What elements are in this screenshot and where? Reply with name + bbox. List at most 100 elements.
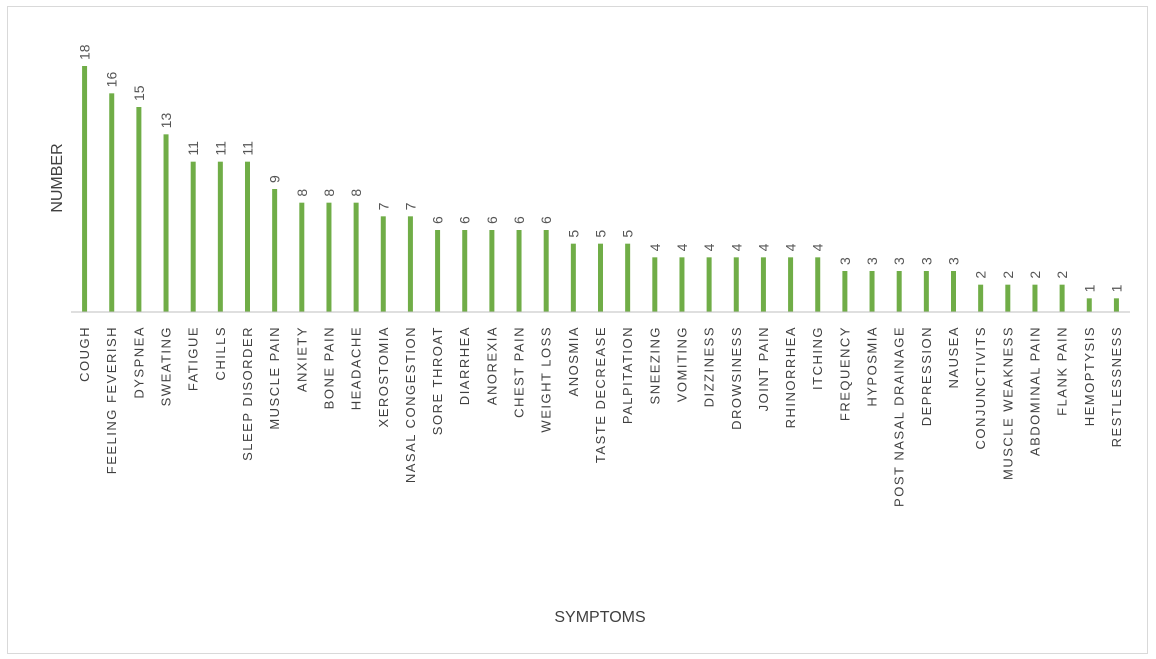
chart-frame bbox=[7, 6, 1148, 654]
data-label: 4 bbox=[810, 243, 826, 251]
data-label: 11 bbox=[240, 141, 256, 156]
bar bbox=[136, 107, 142, 312]
data-label: 11 bbox=[185, 141, 201, 156]
bar bbox=[760, 257, 766, 312]
x-axis-title: SYMPTOMS bbox=[554, 609, 645, 626]
data-label: 8 bbox=[348, 189, 364, 197]
x-tick-label: MUSCLE WEAKNESS bbox=[1000, 326, 1015, 480]
bars-group bbox=[82, 66, 1119, 312]
bar bbox=[516, 230, 522, 312]
data-label: 2 bbox=[1027, 271, 1043, 279]
data-label: 3 bbox=[891, 257, 907, 265]
data-label: 3 bbox=[864, 257, 880, 265]
bar bbox=[706, 257, 712, 312]
data-label: 16 bbox=[104, 72, 120, 88]
bar bbox=[1005, 284, 1011, 312]
bar bbox=[788, 257, 794, 312]
x-tick-label: XEROSTOMIA bbox=[376, 326, 391, 427]
bar bbox=[462, 230, 468, 312]
x-tick-label: ANOREXIA bbox=[484, 326, 499, 405]
bar bbox=[625, 243, 631, 312]
x-tick-label: JOINT PAIN bbox=[756, 326, 771, 411]
bar bbox=[679, 257, 685, 312]
data-label: 2 bbox=[1054, 271, 1070, 279]
x-tick-label: PALPITATION bbox=[620, 326, 635, 424]
data-label: 3 bbox=[946, 257, 962, 265]
data-label: 6 bbox=[457, 216, 473, 224]
bar bbox=[217, 161, 223, 312]
bar bbox=[435, 230, 441, 312]
x-tick-label: WEIGHT LOSS bbox=[539, 326, 554, 433]
data-label: 6 bbox=[484, 216, 500, 224]
x-tick-label: COUGH bbox=[77, 326, 92, 382]
x-tick-label: SORE THROAT bbox=[430, 326, 445, 435]
bar bbox=[923, 271, 929, 312]
data-label: 4 bbox=[701, 243, 717, 251]
data-label: 7 bbox=[402, 202, 418, 210]
bar bbox=[245, 161, 250, 312]
bar bbox=[543, 230, 549, 312]
x-tick-label: FEELING FEVERISH bbox=[104, 326, 119, 474]
bar bbox=[163, 134, 169, 312]
data-label: 5 bbox=[593, 230, 609, 238]
bar bbox=[299, 202, 305, 312]
x-tick-label: ANOSMIA bbox=[566, 326, 581, 396]
data-label: 8 bbox=[294, 189, 310, 197]
x-tick-label: RHINORRHEA bbox=[783, 326, 798, 428]
bar bbox=[598, 243, 603, 312]
data-label: 4 bbox=[674, 243, 690, 251]
data-label: 4 bbox=[728, 243, 744, 251]
bar bbox=[353, 202, 359, 312]
x-tick-label: ANXIETY bbox=[294, 326, 309, 392]
bar bbox=[380, 216, 386, 312]
x-tick-label: DIZZINESS bbox=[702, 326, 717, 407]
bar bbox=[896, 271, 902, 312]
x-tick-label: HEMOPTYSIS bbox=[1082, 326, 1097, 426]
bar bbox=[869, 271, 875, 312]
bar bbox=[1086, 298, 1092, 312]
data-label: 3 bbox=[837, 257, 853, 265]
data-label: 11 bbox=[212, 141, 228, 156]
bar bbox=[1113, 298, 1119, 312]
y-axis-title: NUMBER bbox=[49, 143, 66, 212]
bar bbox=[1032, 284, 1038, 312]
x-tick-label: DYSPNEA bbox=[131, 326, 146, 399]
bar bbox=[326, 202, 332, 312]
data-label: 18 bbox=[77, 44, 93, 60]
data-label: 3 bbox=[918, 257, 934, 265]
x-tick-label: VOMITING bbox=[674, 326, 689, 402]
bar bbox=[407, 216, 413, 312]
data-label: 1 bbox=[1108, 284, 1124, 292]
data-label: 4 bbox=[783, 243, 799, 251]
x-tick-label: DIARRHEA bbox=[457, 326, 472, 405]
x-tick-label: ABDOMINAL PAIN bbox=[1027, 326, 1042, 456]
x-tick-label: MUSCLE PAIN bbox=[267, 326, 282, 430]
data-label: 15 bbox=[131, 85, 147, 101]
bar bbox=[842, 271, 848, 312]
x-tick-label: RESTLESSNESS bbox=[1109, 326, 1124, 447]
x-tick-label: HYPOSMIA bbox=[865, 326, 880, 407]
data-label: 5 bbox=[565, 230, 581, 238]
data-label: 9 bbox=[267, 175, 283, 183]
bar bbox=[82, 66, 88, 312]
x-tick-label: NAUSEA bbox=[946, 326, 961, 388]
x-tick-label: DEPRESSION bbox=[919, 326, 934, 426]
data-label: 2 bbox=[1000, 271, 1016, 279]
data-label: 2 bbox=[973, 271, 989, 279]
data-label: 6 bbox=[430, 216, 446, 224]
bar bbox=[570, 243, 576, 312]
bar bbox=[978, 284, 984, 312]
x-tick-label: FREQUENCY bbox=[837, 326, 852, 421]
x-tick-label: SLEEP DISORDER bbox=[240, 326, 255, 461]
x-tick-label: HEADACHE bbox=[349, 326, 364, 410]
x-tick-label: NASAL CONGESTION bbox=[403, 326, 418, 483]
bar bbox=[733, 257, 739, 312]
x-tick-label: SWEATING bbox=[159, 326, 174, 406]
x-tick-label: BONE PAIN bbox=[321, 326, 336, 409]
bar bbox=[1059, 284, 1065, 312]
bar bbox=[489, 230, 495, 312]
x-tick-label: TASTE DECREASE bbox=[593, 326, 608, 463]
bar bbox=[109, 93, 115, 312]
